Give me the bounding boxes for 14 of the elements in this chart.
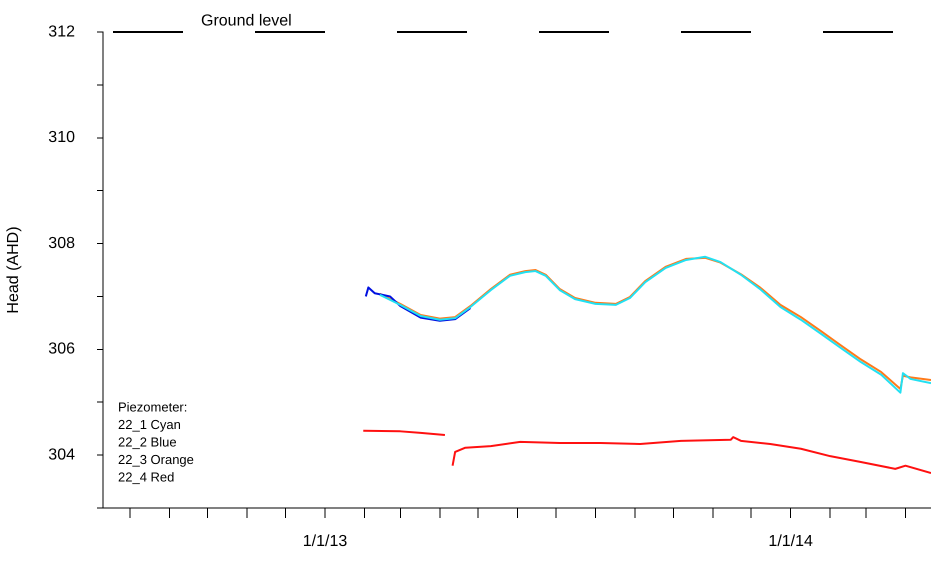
x-tick-label: 1/1/13	[302, 533, 348, 550]
y-axis-title: Head (AHD)	[5, 226, 22, 314]
annotation: 22_2 Blue	[118, 434, 177, 450]
annotation: Piezometer:	[118, 400, 188, 415]
y-tick-label: 304	[48, 446, 76, 464]
y-tick-label: 312	[48, 23, 76, 40]
y-tick-label: 310	[48, 129, 76, 146]
x-tick-label: 1/1/14	[768, 533, 814, 550]
y-tick-label: 306	[48, 340, 76, 358]
y-tick-label: 308	[48, 234, 76, 252]
ref-line-label: Ground level	[201, 12, 292, 30]
annotation: 22_1 Cyan	[118, 417, 181, 432]
annotation: 22_3 Orange	[118, 452, 194, 468]
annotation: 22_4 Red	[118, 470, 174, 485]
